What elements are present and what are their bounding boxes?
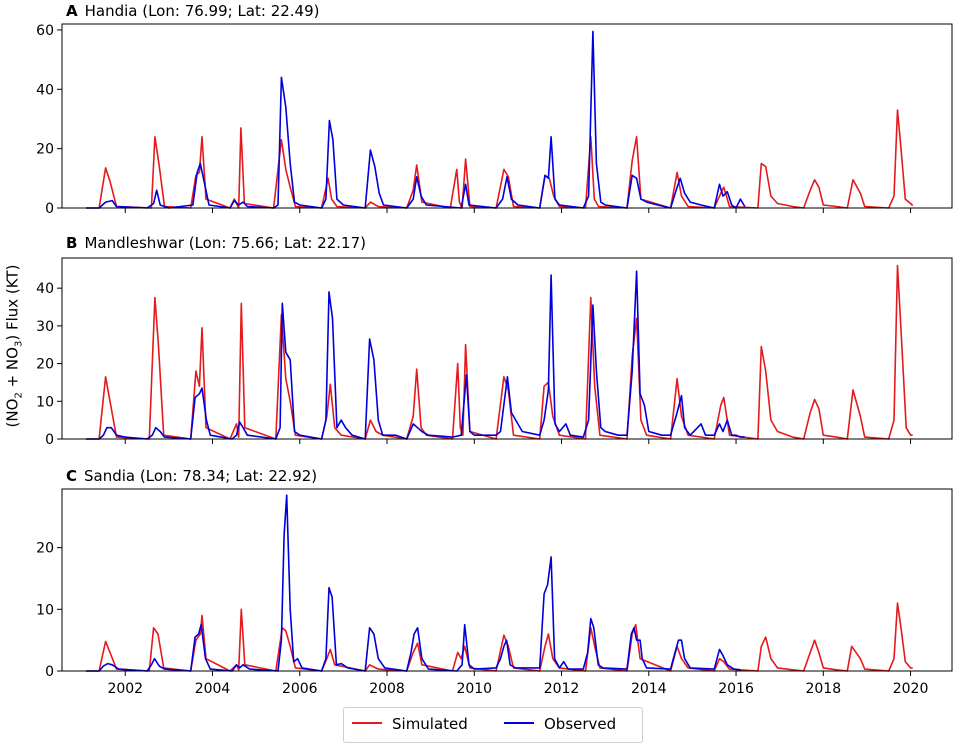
y-tick-label: 0: [45, 432, 54, 448]
y-tick-label: 0: [45, 664, 54, 680]
x-tick-label: 2006: [282, 681, 318, 697]
x-tick-label: 2014: [631, 681, 667, 697]
x-tick-label: 2002: [107, 681, 143, 697]
ylabel-subscript: 3: [13, 340, 25, 348]
series-line-observed: [86, 270, 745, 440]
panel-a-title-text: Handia (Lon: 76.99; Lat: 22.49): [84, 2, 320, 20]
series-line-simulated: [86, 109, 914, 209]
panel-b-letter: B: [66, 234, 78, 252]
x-tick-label: 2010: [456, 681, 492, 697]
plot-frame: [61, 257, 953, 440]
plot-frame: [61, 488, 953, 672]
y-tick-label: 20: [36, 357, 54, 373]
legend-item-observed: Observed: [504, 715, 616, 735]
y-tick-label: 40: [36, 82, 54, 98]
panel-b-title-text: Mandleshwar (Lon: 75.66; Lat: 22.17): [84, 234, 366, 252]
ylabel-part: ) Flux (KT): [3, 264, 22, 341]
y-tick-label: 0: [45, 201, 54, 217]
legend: Simulated Observed: [343, 707, 643, 743]
legend-swatch-simulated: [352, 721, 382, 724]
x-tick-label: 2012: [544, 681, 580, 697]
panel-a-letter: A: [66, 2, 78, 20]
x-tick-label: 2018: [805, 681, 841, 697]
x-tick-label: 2004: [195, 681, 231, 697]
ylabel-part: (NO: [3, 398, 22, 428]
legend-label-simulated: Simulated: [392, 715, 468, 733]
y-tick-label: 10: [36, 602, 54, 618]
plot-frame: [61, 23, 953, 209]
x-tick-label: 2016: [718, 681, 754, 697]
panel-a-handia: 0 20 40 60: [36, 23, 953, 217]
y-axis-label: (NO2 + NO3) Flux (KT): [4, 265, 25, 428]
y-tick-label: 60: [36, 23, 54, 39]
series-line-observed: [86, 30, 746, 209]
y-tick-label: 20: [36, 142, 54, 158]
panel-c-title-text: Sandia (Lon: 78.34; Lat: 22.92): [84, 467, 318, 485]
series-line-simulated: [86, 602, 913, 672]
ylabel-subscript: 2: [13, 392, 25, 399]
legend-label-observed: Observed: [544, 715, 617, 733]
series-line-observed: [86, 494, 741, 672]
panel-c-title: C Sandia (Lon: 78.34; Lat: 22.92): [66, 467, 317, 485]
legend-item-simulated: Simulated: [352, 715, 468, 735]
series-line-simulated: [86, 264, 913, 440]
x-tick-label: 2008: [369, 681, 405, 697]
panel-b-title: B Mandleshwar (Lon: 75.66; Lat: 22.17): [66, 234, 366, 252]
y-tick-label: 10: [36, 394, 54, 410]
y-tick-label: 30: [36, 319, 54, 335]
ylabel-part: + NO: [3, 347, 22, 393]
x-tick-label: 2020: [893, 681, 929, 697]
legend-swatch-observed: [504, 721, 534, 724]
y-tick-label: 20: [36, 541, 54, 557]
panel-b-mandleshwar: 0 10 20 30 40: [36, 257, 953, 448]
panel-a-title: A Handia (Lon: 76.99; Lat: 22.49): [66, 2, 320, 20]
panel-c-letter: C: [66, 467, 78, 485]
panel-c-sandia: 0 10 20 2002 2004 2006 2008 2010 2012 2014 2016 201…: [36, 488, 953, 697]
y-tick-label: 40: [36, 281, 54, 297]
